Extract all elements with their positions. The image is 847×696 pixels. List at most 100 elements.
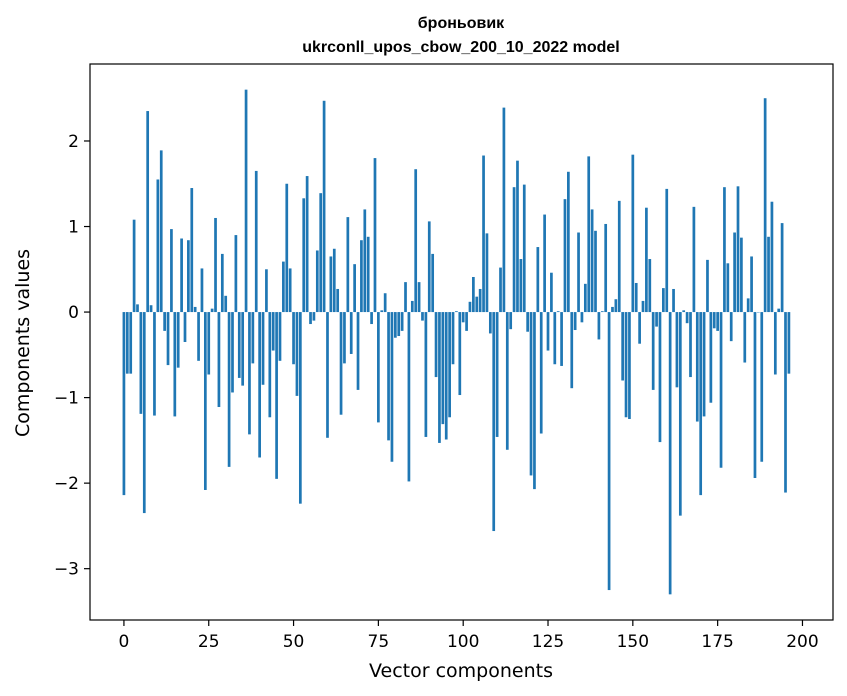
bar bbox=[129, 312, 133, 374]
bar bbox=[414, 169, 418, 313]
bar bbox=[763, 98, 767, 313]
bar bbox=[448, 312, 451, 418]
bar bbox=[417, 282, 421, 313]
bar bbox=[526, 312, 530, 332]
bar bbox=[305, 176, 309, 313]
y-tick-label: −3 bbox=[54, 560, 79, 580]
bar bbox=[638, 312, 641, 344]
bar bbox=[665, 188, 669, 313]
bar bbox=[767, 236, 770, 313]
bar bbox=[651, 312, 655, 390]
bar bbox=[726, 263, 730, 313]
bar bbox=[716, 312, 719, 331]
bar bbox=[675, 312, 679, 388]
bar bbox=[689, 312, 692, 378]
bar bbox=[332, 248, 336, 313]
bar bbox=[505, 312, 509, 450]
bar bbox=[573, 312, 577, 331]
bar bbox=[380, 310, 384, 313]
x-tick-label: 25 bbox=[198, 632, 220, 652]
bar bbox=[183, 312, 187, 342]
bar bbox=[312, 312, 316, 321]
bar bbox=[784, 312, 787, 493]
bar bbox=[444, 312, 448, 440]
bar bbox=[662, 288, 665, 313]
bar bbox=[536, 247, 540, 313]
bar bbox=[472, 276, 475, 313]
bar bbox=[648, 259, 652, 313]
bar bbox=[461, 312, 465, 323]
bar bbox=[295, 312, 299, 396]
bar bbox=[631, 154, 635, 313]
bar bbox=[743, 312, 747, 363]
bar bbox=[583, 283, 587, 313]
bar bbox=[706, 259, 709, 313]
bar bbox=[159, 150, 163, 313]
bar bbox=[539, 312, 543, 434]
bar bbox=[149, 305, 153, 313]
bar bbox=[329, 256, 333, 313]
bar bbox=[434, 312, 438, 378]
bar bbox=[512, 187, 516, 313]
bar bbox=[624, 312, 628, 418]
bar bbox=[577, 232, 580, 313]
bar bbox=[193, 306, 197, 313]
bar bbox=[190, 188, 194, 313]
bar bbox=[166, 312, 170, 366]
bar bbox=[533, 312, 536, 490]
bar bbox=[485, 233, 489, 313]
bar bbox=[458, 312, 462, 396]
bar bbox=[285, 183, 289, 313]
bar bbox=[271, 312, 275, 351]
bar bbox=[319, 193, 323, 313]
bar bbox=[678, 312, 682, 516]
bar bbox=[153, 312, 156, 416]
bar bbox=[563, 199, 567, 313]
bar bbox=[723, 187, 726, 313]
bar bbox=[322, 100, 326, 313]
bar bbox=[237, 312, 241, 378]
bar bbox=[719, 312, 723, 468]
bar bbox=[736, 186, 740, 313]
bar bbox=[132, 219, 136, 313]
bar bbox=[336, 288, 340, 313]
bar bbox=[556, 311, 560, 313]
bar bbox=[455, 311, 458, 313]
bar bbox=[265, 269, 268, 313]
bar bbox=[200, 268, 204, 313]
bar bbox=[139, 312, 143, 414]
y-axis-ticks: −3 −2 −1 0 1 2 bbox=[54, 132, 90, 580]
bar bbox=[509, 312, 513, 330]
bar bbox=[292, 312, 295, 365]
bar bbox=[288, 268, 292, 313]
bar bbox=[529, 312, 533, 476]
bar bbox=[712, 312, 716, 329]
x-tick-label: 175 bbox=[701, 632, 733, 652]
bar bbox=[142, 312, 146, 514]
bar bbox=[163, 312, 166, 331]
bar bbox=[492, 312, 496, 532]
bar bbox=[604, 223, 608, 313]
bar bbox=[410, 300, 414, 313]
bar bbox=[180, 238, 183, 313]
bar bbox=[641, 300, 645, 313]
bar bbox=[672, 288, 675, 313]
bar bbox=[431, 253, 435, 313]
bar bbox=[475, 296, 479, 313]
bar bbox=[611, 306, 614, 313]
bar bbox=[373, 158, 377, 313]
bar bbox=[499, 267, 502, 313]
bar bbox=[231, 312, 234, 393]
bar bbox=[353, 264, 356, 313]
x-axis-ticks: 0 25 50 75 100 125 150 175 200 bbox=[119, 620, 819, 652]
bar bbox=[658, 312, 662, 443]
bar bbox=[309, 312, 312, 325]
bar bbox=[746, 298, 750, 313]
bar bbox=[404, 282, 407, 313]
bar bbox=[543, 214, 546, 313]
bar bbox=[390, 312, 394, 462]
x-tick-label: 125 bbox=[532, 632, 564, 652]
bar bbox=[315, 250, 319, 313]
bar bbox=[383, 293, 387, 313]
chart-subtitle: ukrconll_upos_cbow_200_10_2022 model bbox=[302, 39, 619, 56]
